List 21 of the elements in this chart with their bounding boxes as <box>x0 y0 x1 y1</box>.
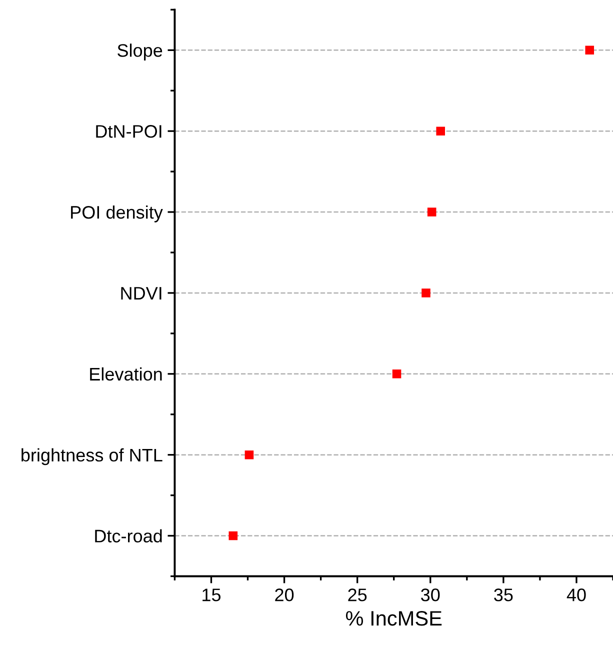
point <box>585 46 594 55</box>
y-tick-label: Slope <box>118 44 162 60</box>
point <box>244 450 254 460</box>
point <box>392 370 402 378</box>
point <box>436 126 445 136</box>
x-tick-label: 30 <box>421 588 440 602</box>
x-axis-title: % IncMSE <box>346 610 442 626</box>
y-tick-label: NDVI <box>121 287 162 300</box>
x-tick-label: 20 <box>275 588 294 602</box>
x-tick-label: 15 <box>202 588 221 602</box>
y-tick-label: POI density <box>71 205 163 222</box>
x-tick-label: 40 <box>566 588 586 602</box>
y-tick-label: Dtc-road <box>95 529 162 542</box>
point <box>427 208 436 216</box>
point <box>422 288 430 298</box>
y-tick-label: Elevation <box>90 367 162 381</box>
y-tick-label: brightness of NTL <box>22 448 162 466</box>
x-tick-label: 25 <box>348 588 367 602</box>
y-tick-label: DtN-POI <box>96 125 162 138</box>
point <box>228 531 238 540</box>
x-tick-label: 35 <box>494 588 513 602</box>
